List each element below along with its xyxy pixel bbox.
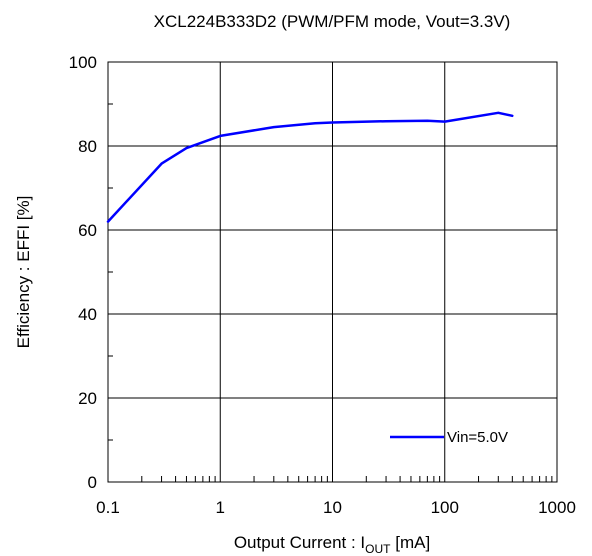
x-tick-label: 1000 (538, 498, 576, 517)
x-tick-label: 100 (431, 498, 459, 517)
x-tick-label: 1 (216, 498, 225, 517)
x-tick-label: 0.1 (96, 498, 120, 517)
y-tick-label: 80 (78, 137, 97, 156)
chart-title: XCL224B333D2 (PWM/PFM mode, Vout=3.3V) (154, 12, 511, 31)
legend-label: Vin=5.0V (447, 429, 508, 446)
series-line-vin-5v (106, 111, 514, 223)
y-axis-label: Efficiency : EFFI [%] (14, 196, 33, 349)
plot-area (107, 61, 558, 483)
y-tick-label: 40 (78, 305, 97, 324)
y-tick-label: 100 (69, 53, 97, 72)
x-axis-label-suffix: [mA] (391, 533, 431, 552)
y-tick-label: 20 (78, 389, 97, 408)
minor-ticks (108, 103, 553, 482)
grid-lines (108, 62, 557, 482)
x-axis-label: Output Current : IOUT [mA] (234, 533, 430, 556)
x-tick-label: 10 (323, 498, 342, 517)
x-axis-label-subscript: OUT (365, 542, 391, 556)
y-tick-labels: 0 20 40 60 80 100 (69, 53, 97, 492)
legend: Vin=5.0V (390, 429, 508, 446)
series-layer (106, 111, 514, 223)
y-tick-label: 60 (78, 221, 97, 240)
x-tick-labels: 0.1 1 10 100 1000 (96, 498, 576, 517)
x-axis-label-prefix: Output Current : I (234, 533, 365, 552)
y-tick-label: 0 (88, 473, 97, 492)
